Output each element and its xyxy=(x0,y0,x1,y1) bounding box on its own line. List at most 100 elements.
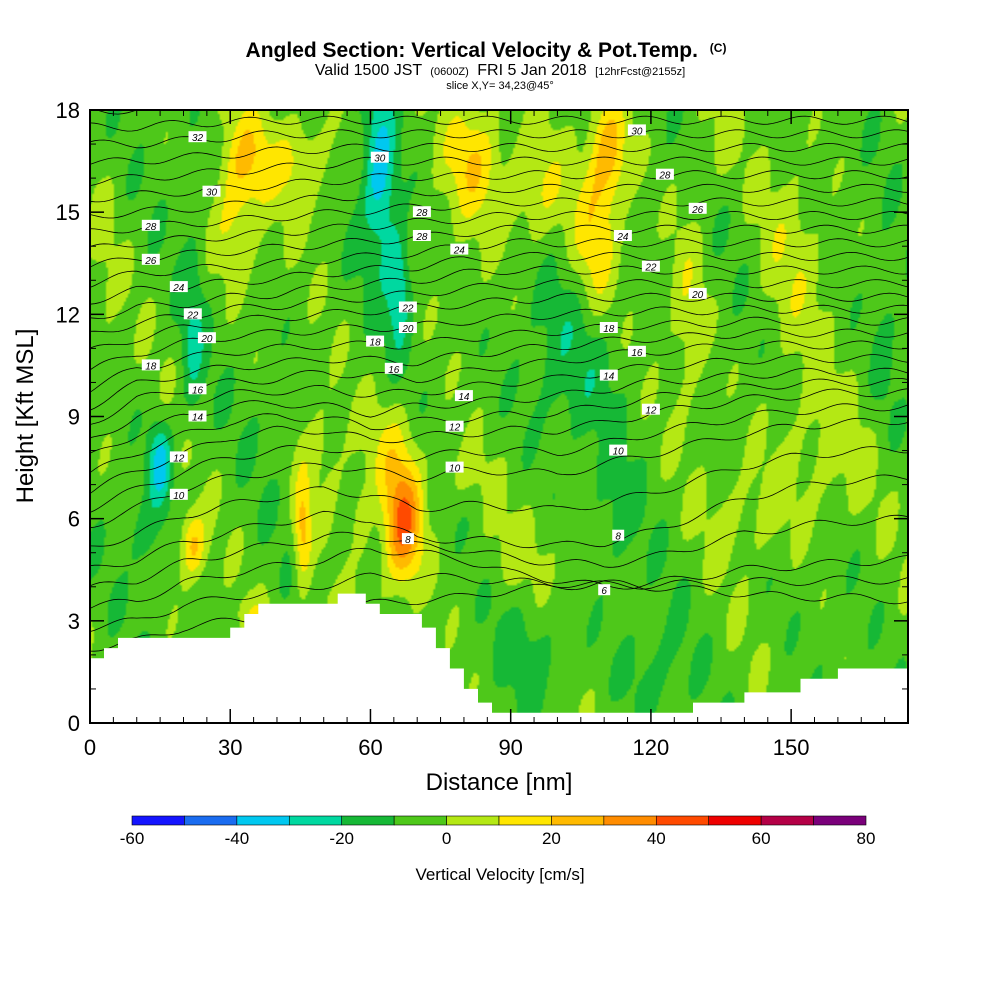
x-axis: 0 30 60 90 120 150 xyxy=(84,110,886,760)
contour-label-text: 14 xyxy=(603,372,615,383)
contour-label-text: 18 xyxy=(145,361,157,372)
theta-contour-10 xyxy=(90,417,908,529)
theta-contour-19 xyxy=(90,304,908,371)
contour-label-text: 8 xyxy=(615,532,621,543)
contour-label-text: 28 xyxy=(658,171,671,182)
contour-label-text: 12 xyxy=(645,406,657,417)
theta-contour-22 xyxy=(90,265,908,319)
theta-contour-8 xyxy=(90,474,908,567)
contour-label-bg xyxy=(366,335,385,347)
theta-contour-33 xyxy=(90,115,908,132)
y-axis-label: Height [Kft MSL] xyxy=(12,329,39,504)
colorbar-swatch xyxy=(551,815,605,826)
theta-contour-15 xyxy=(90,354,908,439)
contour-label-32: 32 xyxy=(188,131,207,144)
contour-label-bg xyxy=(183,308,202,320)
theta-contour-23 xyxy=(90,251,908,305)
contour-label-text: 30 xyxy=(631,126,643,137)
contour-label-22: 22 xyxy=(183,308,202,321)
contour-label-28: 28 xyxy=(412,206,431,219)
contour-label-text: 16 xyxy=(631,348,643,359)
colorbar-tick-label: -60 xyxy=(120,829,145,848)
contour-label-bg xyxy=(141,359,160,371)
y-tick-label: 0 xyxy=(68,711,80,736)
contour-label-bg xyxy=(398,301,417,313)
contour-label-18: 18 xyxy=(599,322,618,335)
x-tick-label: 0 xyxy=(84,735,96,760)
contour-label-text: 18 xyxy=(370,338,382,349)
colorbar-tick-label: -20 xyxy=(329,829,354,848)
contour-label-bg xyxy=(627,124,646,136)
contour-label-bg xyxy=(612,529,625,541)
contour-label-bg xyxy=(169,451,188,463)
colorbar-swatch xyxy=(393,815,447,826)
contour-label-bg xyxy=(655,168,674,180)
contour-label-26: 26 xyxy=(688,202,707,216)
contour-label-text: 24 xyxy=(453,246,466,257)
contour-label-text: 12 xyxy=(449,423,461,434)
chart-subtitle: Valid 1500 JST (0600Z) FRI 5 Jan 2018 [1… xyxy=(315,62,685,79)
y-tick-label: 18 xyxy=(56,98,80,123)
theta-contour-20 xyxy=(90,292,908,349)
terrain-mask xyxy=(90,593,908,723)
contour-label-20: 20 xyxy=(688,287,707,301)
colorbar-swatch xyxy=(288,815,343,826)
contour-label-bg xyxy=(454,390,473,402)
colorbar-swatch xyxy=(236,815,290,826)
contour-label-text: 14 xyxy=(458,392,470,403)
contour-label-12: 12 xyxy=(169,451,188,464)
theta-contour-4 xyxy=(90,579,908,652)
contour-label-text: 24 xyxy=(172,283,185,294)
contour-label-bg xyxy=(688,202,707,214)
contour-label-text: 28 xyxy=(144,222,157,233)
contour-label-bg xyxy=(613,230,632,241)
subtitle-utc: (0600Z) xyxy=(430,66,469,78)
contour-label-bg xyxy=(609,444,628,456)
contour-label-bg xyxy=(188,410,207,422)
contour-label-bg xyxy=(599,322,618,333)
contour-label-24: 24 xyxy=(169,281,188,294)
colorbar-swatch xyxy=(760,815,814,826)
contour-label-text: 30 xyxy=(206,188,218,199)
contour-label-16: 16 xyxy=(188,383,207,396)
contour-label-text: 22 xyxy=(401,304,414,315)
y-axis: 0 3 6 9 12 15 18 xyxy=(56,98,908,736)
contour-label-bg xyxy=(384,362,403,374)
contour-label-22: 22 xyxy=(398,301,417,315)
colorbar-swatch xyxy=(655,815,710,826)
theta-contour-5 xyxy=(90,572,908,632)
potential-temperature-contours xyxy=(90,110,908,652)
theta-contour-25 xyxy=(90,224,908,268)
contour-label-text: 22 xyxy=(186,310,199,321)
y-tick-label: 3 xyxy=(68,609,80,634)
theta-contour-16 xyxy=(90,340,908,425)
contour-label-16: 16 xyxy=(384,362,403,376)
contour-label-bg xyxy=(370,151,389,163)
colorbar-tick-label: 60 xyxy=(752,829,771,848)
colorbar-swatch xyxy=(708,815,762,826)
theta-contour-30 xyxy=(90,156,908,186)
theta-contour-27 xyxy=(90,197,908,234)
contour-label-bg xyxy=(641,260,660,272)
contour-label-14: 14 xyxy=(454,390,473,403)
theta-contour-28 xyxy=(90,183,908,219)
contour-label-20: 20 xyxy=(197,332,216,345)
contour-label-text: 20 xyxy=(401,324,414,335)
contour-label-text: 14 xyxy=(192,413,204,424)
contour-label-text: 10 xyxy=(449,464,461,475)
x-tick-label: 150 xyxy=(773,735,810,760)
colorbar: -60 -40 -20 0 20 40 60 80 xyxy=(120,815,875,848)
contour-label-bg xyxy=(598,584,611,596)
x-tick-label: 30 xyxy=(218,735,242,760)
theta-contour-29 xyxy=(90,170,908,203)
y-tick-label: 15 xyxy=(56,200,80,225)
colorbar-swatch xyxy=(341,815,395,826)
contour-label-text: 8 xyxy=(405,535,411,546)
theta-contour-31 xyxy=(90,142,908,165)
contour-label-28: 28 xyxy=(141,219,160,233)
theta-contour-13 xyxy=(90,377,908,474)
theta-contour-7 xyxy=(90,514,908,587)
x-tick-label: 60 xyxy=(358,735,382,760)
contour-label-bg xyxy=(197,332,216,344)
